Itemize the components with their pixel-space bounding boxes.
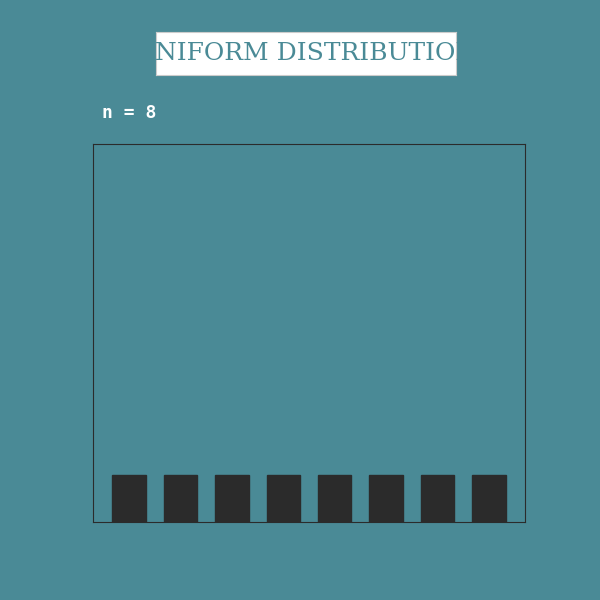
Bar — [370, 475, 403, 522]
X-axis label: Outcome: Outcome — [271, 551, 347, 569]
Text: n = 8: n = 8 — [101, 104, 156, 122]
Y-axis label: Probability: Probability — [38, 289, 56, 377]
Bar — [164, 475, 197, 522]
Bar — [472, 475, 506, 522]
Bar — [215, 475, 248, 522]
Bar — [421, 475, 454, 522]
Bar — [112, 475, 146, 522]
Bar — [318, 475, 352, 522]
Bar — [266, 475, 300, 522]
Text: {UNIFORM DISTRIBUTION}: {UNIFORM DISTRIBUTION} — [118, 42, 494, 65]
